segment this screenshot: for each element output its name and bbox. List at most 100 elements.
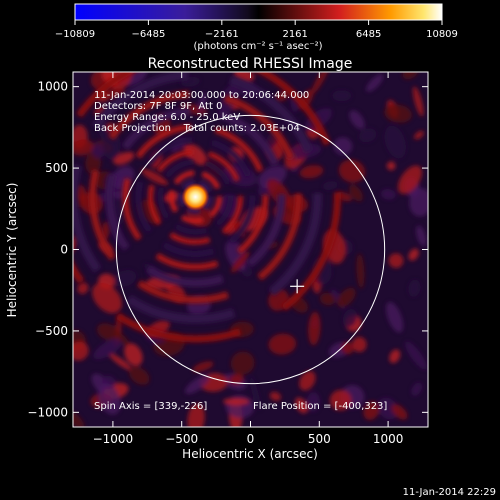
ring [147, 149, 243, 245]
speckle [338, 159, 366, 183]
annotation-detectors: Detectors: 7F 8F 9F, Att 0 [94, 101, 222, 112]
speckle [384, 104, 412, 123]
speckle [102, 130, 121, 160]
ring [122, 123, 269, 270]
speckle [93, 337, 123, 360]
y-axis-ticks: −1000 −500 0 500 1000 [27, 80, 428, 419]
speckle [322, 181, 338, 191]
colorbar-tick-label: −6485 [131, 29, 165, 40]
speckle [295, 397, 308, 414]
speckle [249, 376, 261, 411]
speckle [268, 333, 297, 355]
solar-limb [115, 114, 386, 385]
colorbar-ticks: −10809 −6485 −2161 2161 6485 10809 [55, 20, 458, 40]
speckle [230, 351, 255, 375]
speckle [349, 184, 363, 202]
speckle [408, 248, 419, 261]
ring [168, 170, 222, 224]
speckle [73, 341, 89, 361]
speckle [77, 282, 89, 294]
annotation-energy: Energy Range: 6.0 - 25.0 keV [94, 112, 240, 123]
speckle [116, 332, 130, 346]
x-tick-label: 0 [247, 432, 255, 446]
x-tick-label: 500 [308, 432, 331, 446]
speckle [141, 168, 169, 186]
speckle [185, 375, 210, 394]
speckle [183, 143, 208, 166]
speckle [96, 323, 119, 341]
background-pattern [73, 72, 428, 427]
speckle [402, 72, 419, 80]
speckle [269, 391, 282, 401]
annotation-method: Back Projection Total counts: 2.03E+04 [94, 123, 300, 134]
speckle [73, 139, 94, 156]
speckle [377, 397, 398, 420]
speckle [349, 110, 365, 129]
speckle [274, 90, 290, 102]
speckle [329, 389, 352, 411]
y-tick-label: −500 [35, 324, 68, 338]
speckle [113, 151, 135, 165]
speckle [319, 292, 336, 306]
spin-axis-marker [290, 279, 305, 294]
speckle [92, 282, 122, 314]
annotation-time: 11-Jan-2014 20:03:00.000 to 20:06:44.000 [94, 90, 309, 101]
x-axis-ticks: −1000 −500 0 500 1000 [93, 72, 403, 446]
ring [157, 159, 233, 235]
colorbar-tick-label: 6485 [356, 29, 381, 40]
speckle [366, 74, 384, 92]
colorbar-tick-label: 10809 [426, 29, 458, 40]
colorbar [74, 3, 443, 21]
speckle [380, 189, 396, 200]
spin-axis-label: Spin Axis = [339,-226] [94, 401, 207, 412]
speckle [388, 253, 404, 268]
speckle [124, 343, 143, 366]
x-axis-label: Heliocentric X (arcsec) [182, 447, 318, 461]
speckle [332, 90, 352, 102]
speckle [342, 308, 358, 328]
speckle [192, 361, 214, 373]
speckle [198, 92, 207, 112]
colorbar-tick-label: 2161 [282, 29, 307, 40]
speckle [352, 336, 367, 353]
y-tick-label: 500 [45, 161, 68, 175]
speckle [397, 165, 423, 195]
speckle [359, 128, 377, 143]
y-axis-label: Heliocentric Y (arcsec) [5, 183, 19, 318]
speckle [337, 287, 356, 308]
y-tick-label: 1000 [37, 80, 68, 94]
ring [73, 72, 341, 343]
speckle [363, 401, 380, 420]
colorbar-tick-label: −10809 [55, 29, 95, 40]
speckle [416, 225, 427, 247]
speckle [263, 123, 285, 151]
speckle [333, 137, 353, 155]
colorbar-unit-label: (photons cm⁻² s⁻¹ asec⁻²) [193, 41, 322, 52]
speckle [128, 366, 150, 385]
speckle [73, 409, 85, 427]
speckle [414, 130, 424, 140]
chart-title: Reconstructed RHESSI Image [148, 56, 353, 72]
speckle [109, 353, 132, 371]
speckle [386, 301, 404, 333]
speckle [286, 143, 322, 160]
speckle [308, 311, 321, 346]
speckle [384, 125, 407, 159]
speckle [405, 341, 427, 370]
speckle [409, 188, 428, 217]
ring [105, 106, 286, 287]
ring [88, 90, 302, 304]
colorbar-tick-label: −2161 [205, 29, 239, 40]
speckle [411, 382, 423, 396]
speckle [113, 269, 137, 287]
x-tick-label: −500 [165, 432, 198, 446]
speckle [386, 161, 396, 171]
speckle [412, 86, 424, 117]
ring [135, 136, 256, 257]
speckle [306, 392, 320, 412]
footer-timestamp: 11-Jan-2014 22:29 [403, 487, 496, 498]
x-tick-label: −1000 [93, 432, 134, 446]
flare-source [181, 182, 210, 211]
flare-position-label: Flare Position = [-400,323] [253, 401, 387, 412]
